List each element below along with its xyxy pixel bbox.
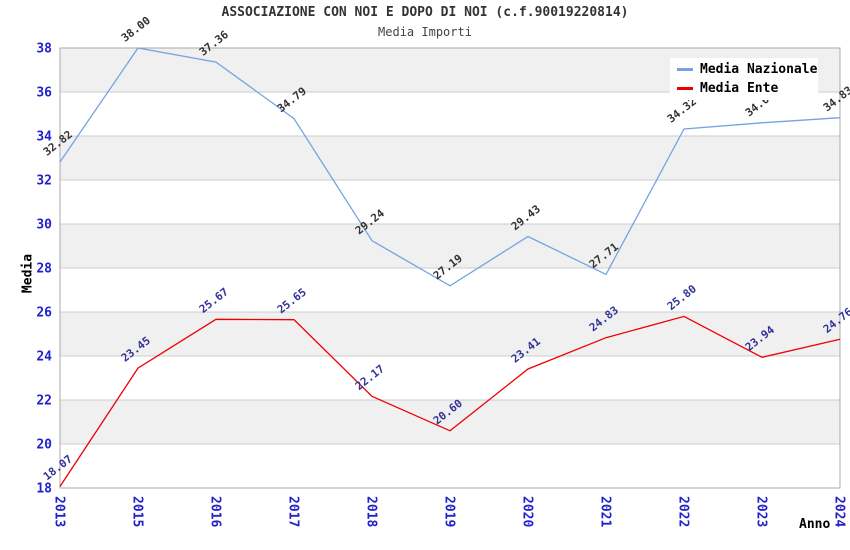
x-tick-label: 2019 — [442, 496, 457, 527]
plot-band — [60, 356, 840, 400]
x-tick-label: 2013 — [52, 496, 67, 527]
x-tick-label: 2017 — [286, 496, 301, 527]
y-tick-label: 26 — [36, 306, 52, 321]
y-tick-label: 22 — [36, 394, 52, 409]
chart-subtitle: Media Importi — [378, 25, 472, 39]
plot-band — [60, 180, 840, 224]
plot-band — [60, 268, 840, 312]
plot-band — [60, 224, 840, 268]
y-tick-label: 38 — [36, 42, 52, 57]
legend-label: Media Ente — [700, 81, 779, 96]
series-line — [59, 47, 841, 287]
legend-line-swatch-nazionale — [677, 68, 693, 71]
y-axis-title: Media — [20, 253, 36, 294]
y-tick-label: 20 — [36, 438, 52, 453]
y-tick-label: 30 — [36, 218, 52, 233]
y-tick-label: 28 — [36, 262, 52, 277]
y-tick-label: 24 — [36, 350, 52, 365]
x-tick-label: 2018 — [364, 496, 379, 527]
legend-label: Media Nazionale — [700, 62, 818, 77]
plot-band — [60, 400, 840, 444]
y-tick-label: 18 — [36, 482, 52, 497]
plot-band — [60, 312, 840, 356]
plot-band — [60, 444, 840, 488]
x-tick-label: 2024 — [832, 496, 847, 527]
y-tick-label: 34 — [36, 130, 52, 145]
x-tick-label: 2023 — [754, 496, 769, 527]
legend-item-media-nazionale: Media Nazionale — [677, 62, 818, 77]
x-tick-label: 2022 — [676, 496, 691, 527]
x-tick-label: 2015 — [130, 496, 145, 527]
x-tick-label: 2020 — [520, 496, 535, 527]
chart-title: ASSOCIAZIONE CON NOI E DOPO DI NOI (c.f.… — [221, 5, 629, 20]
x-tick-label: 2021 — [598, 496, 613, 527]
y-tick-label: 36 — [36, 86, 52, 101]
plot-border — [59, 47, 841, 489]
x-axis-title: Anno — [799, 517, 831, 532]
data-point-label: 38.00 — [119, 14, 153, 45]
x-tick-label: 2016 — [208, 496, 223, 527]
y-tick-label: 32 — [36, 174, 52, 189]
legend-line-swatch-ente — [677, 87, 693, 90]
series-line — [59, 315, 841, 487]
legend-item-media-ente: Media Ente — [677, 81, 818, 96]
plot-band — [60, 136, 840, 180]
legend: Media Nazionale Media Ente — [670, 58, 818, 100]
